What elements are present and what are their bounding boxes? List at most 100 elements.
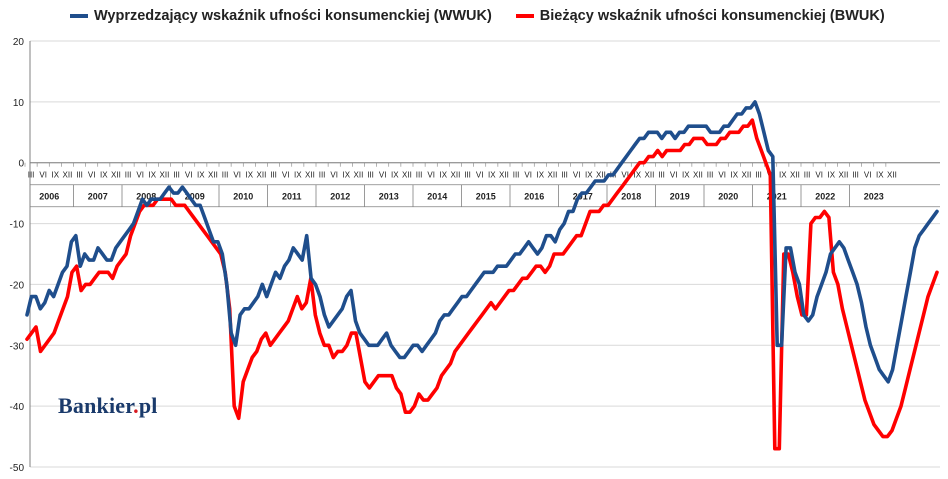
x-tick-label: IX [149,171,157,180]
x-tick-label: IX [731,171,739,180]
x-tick-label: III [173,171,180,180]
legend: Wyprzedzający wskaźnik ufności konsumenc… [70,3,885,29]
x-tick-label: VI [476,171,484,180]
x-tick-label: IX [537,171,545,180]
year-label: 2022 [815,192,835,202]
x-tick-label: IX [343,171,351,180]
year-label: 2011 [282,192,302,202]
legend-label-bwuk: Bieżący wskaźnik ufności konsumenckiej (… [539,8,885,24]
x-tick-label: VI [185,171,193,180]
x-tick-label: XII [887,171,897,180]
x-tick-label: VI [39,171,47,180]
y-tick-label: 10 [13,98,25,109]
y-tick-label: -50 [10,463,25,474]
x-tick-label: XII [208,171,218,180]
year-label: 2009 [185,192,205,202]
x-tick-label: XII [257,171,267,180]
x-tick-label: IX [197,171,205,180]
x-tick-label: III [513,171,520,180]
x-tick-label: VI [233,171,241,180]
x-tick-label: VI [621,171,629,180]
x-tick-label: IX [585,171,593,180]
y-tick-label: 0 [18,159,24,170]
x-tick-label: III [28,171,35,180]
x-tick-label: VI [427,171,435,180]
x-tick-label: III [804,171,811,180]
gridlines [30,40,940,468]
x-tick-label: IX [682,171,690,180]
x-tick-label: IX [391,171,399,180]
legend-swatch-bwuk [515,14,534,18]
x-tick-label: IX [100,171,108,180]
logo-dot: . [133,393,139,418]
year-label: 2023 [864,192,884,202]
series-line-wwuk [25,100,939,384]
x-tick-label: XII [305,171,315,180]
legend-label-wwuk: Wyprzedzający wskaźnik ufności konsumenc… [94,8,492,24]
year-label: 2019 [670,192,690,202]
x-tick-label: XII [451,171,461,180]
year-label: 2016 [524,192,544,202]
x-tick-label: XII [596,171,606,180]
x-tick-label: VI [379,171,387,180]
x-tick-label: IX [634,171,642,180]
x-tick-label: XII [839,171,849,180]
x-tick-label: VI [524,171,532,180]
x-tick-label: XII [693,171,703,180]
x-tick-label: III [319,171,326,180]
x-tick-label: III [416,171,423,180]
x-tick-label: IX [246,171,254,180]
x-tick-label: III [125,171,132,180]
x-tick-label: VI [864,171,872,180]
year-label: 2020 [718,192,738,202]
x-tick-label: VI [670,171,678,180]
x-tick-label: VI [815,171,823,180]
x-tick-label: XII [354,171,364,180]
y-tick-label: -40 [10,402,25,413]
x-tick-label: IX [876,171,884,180]
year-label: 2017 [573,192,593,202]
x-tick-label: IX [440,171,448,180]
x-tick-label: XII [790,171,800,180]
x-tick-label: III [222,171,229,180]
year-label: 2014 [427,192,447,202]
x-tick-label: III [76,171,83,180]
x-tick-label: III [707,171,714,180]
x-tick-label: III [658,171,665,180]
legend-item-bwuk: Bieżący wskaźnik ufności konsumenckiej (… [515,8,885,24]
x-tick-label: VI [573,171,581,180]
y-tick-label: 20 [13,37,25,48]
x-tick-label: XII [645,171,655,180]
logo-tld: pl [138,393,158,418]
x-tick-label: IX [779,171,787,180]
x-tick-label: XII [160,171,170,180]
x-tick-label: III [755,171,762,180]
series-lines [25,100,939,451]
x-tick-label: IX [52,171,60,180]
x-tick-label: IX [828,171,836,180]
x-tick-label: III [464,171,471,180]
x-tick-label: III [367,171,374,180]
year-label: 2006 [39,192,59,202]
x-tick-label: XII [548,171,558,180]
y-tick-label: -20 [10,280,25,291]
x-tick-label: III [561,171,568,180]
x-tick-label: XII [402,171,412,180]
legend-item-wwuk: Wyprzedzający wskaźnik ufności konsumenc… [70,8,492,24]
x-tick-label: IX [294,171,302,180]
x-tick-label: VI [282,171,290,180]
bankier-logo: Bankier.pl [58,393,158,419]
x-tick-label: III [270,171,277,180]
x-tick-label: XII [111,171,121,180]
year-label: 2012 [330,192,350,202]
year-label: 2013 [379,192,399,202]
x-tick-label: III [852,171,859,180]
y-tick-label: -30 [10,341,25,352]
logo-name: Bankier [58,393,134,418]
year-label: 2018 [621,192,641,202]
x-tick-label: VI [330,171,338,180]
legend-swatch-wwuk [70,14,88,18]
year-label: 2008 [136,192,156,202]
year-label: 2015 [476,192,496,202]
